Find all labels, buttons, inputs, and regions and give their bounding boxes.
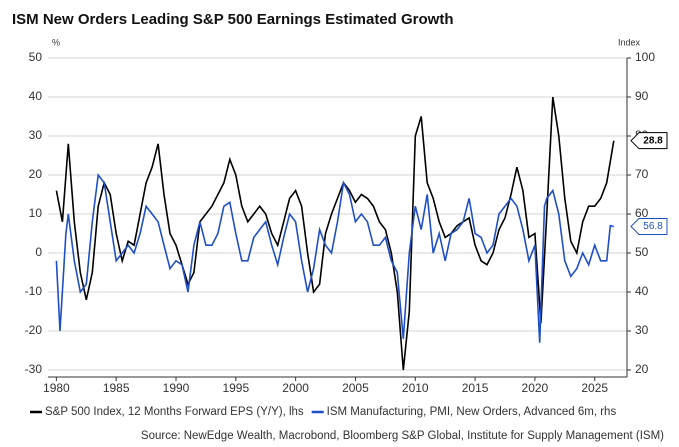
y-axis-unit: % (52, 37, 60, 47)
y2-tick-label: 100 (635, 50, 655, 64)
x-tick-label: 1980 (43, 381, 70, 395)
x-tick-label: 1990 (163, 381, 190, 395)
legend-label: ISM Manufacturing, PMI, New Orders, Adva… (327, 406, 617, 418)
y-tick-label: 10 (29, 206, 43, 220)
chart-title: ISM New Orders Leading S&P 500 Earnings … (12, 11, 454, 28)
y2-tick-label: 70 (635, 167, 649, 181)
source: Source: NewEdge Wealth, Macrobond, Bloom… (141, 430, 664, 442)
y-tick-label: 40 (29, 89, 43, 103)
y2-tick-label: 90 (635, 89, 649, 103)
y2-tick-label: 40 (635, 284, 649, 298)
end-label: 28.8 (643, 135, 663, 146)
series-line (55, 96, 615, 371)
y-tick-label: 20 (29, 167, 43, 181)
x-tick-label: 2020 (522, 381, 549, 395)
y2-axis-unit: Index (618, 37, 641, 47)
x-tick-label: 2015 (462, 381, 489, 395)
x-tick-label: 2005 (342, 381, 369, 395)
y2-tick-label: 60 (635, 206, 649, 220)
x-tick-label: 1995 (222, 381, 249, 395)
y2-tick-label: 50 (635, 245, 649, 259)
series-line (55, 172, 614, 343)
x-tick-label: 2025 (581, 381, 608, 395)
y-tick-label: 0 (35, 245, 42, 259)
y2-tick-label: 30 (635, 323, 649, 337)
end-label: 56.8 (643, 221, 663, 232)
x-tick-label: 1985 (103, 381, 130, 395)
x-tick-label: 2010 (402, 381, 429, 395)
y-tick-label: -10 (25, 284, 43, 298)
y-tick-label: -20 (25, 323, 43, 337)
y-tick-label: 30 (29, 128, 43, 142)
legend-label: S&P 500 Index, 12 Months Forward EPS (Y/… (45, 406, 304, 418)
end-label-box (630, 132, 668, 150)
y2-tick-label: 20 (635, 362, 649, 376)
x-tick-label: 2000 (282, 381, 309, 395)
y-tick-label: 50 (29, 50, 43, 64)
y-tick-label: -30 (25, 362, 43, 376)
end-label-box (630, 217, 668, 235)
